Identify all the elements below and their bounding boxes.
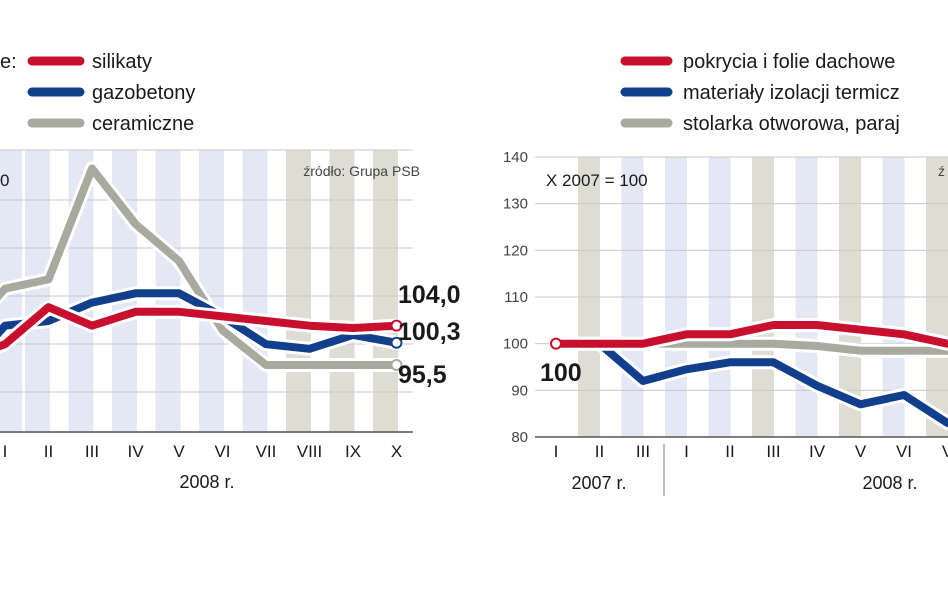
end-dot-left-gray xyxy=(390,358,403,371)
y-tick-right-2: 100 xyxy=(503,336,528,353)
x-tick-right-3: I xyxy=(684,442,689,461)
x-tick-right-8: VI xyxy=(896,442,912,461)
end-label-left-2: 95,5 xyxy=(398,361,447,389)
year-label-right-0: 2007 r. xyxy=(571,473,626,493)
end-dot-left-red xyxy=(390,319,403,332)
legend-label-left-red: silikaty xyxy=(92,51,152,73)
band-left-0 xyxy=(25,150,50,432)
x-tick-left-7: VIII xyxy=(297,442,323,461)
y-tick-right-5: 130 xyxy=(503,196,528,213)
x-tick-right-0: I xyxy=(554,442,559,461)
x-tick-right-4: II xyxy=(725,442,734,461)
x-tick-right-1: II xyxy=(595,442,604,461)
series-line-left-red xyxy=(0,303,401,351)
y-tick-right-1: 90 xyxy=(511,382,528,399)
start-dot-right xyxy=(550,337,562,350)
start-label-right: 100 xyxy=(540,359,582,387)
band-left-7 xyxy=(329,150,355,432)
x-tick-left-2: III xyxy=(85,442,99,461)
legend-prefix-left: e: xyxy=(0,51,17,73)
x-tick-left-9: X xyxy=(391,442,402,461)
series-line-right-red xyxy=(552,321,948,348)
end-label-left-0: 104,0 xyxy=(398,281,461,309)
y-tick-right-6: 140 xyxy=(503,149,528,166)
x-tick-left-5: VI xyxy=(214,442,230,461)
legend-label-right-red: pokrycia i folie dachowe xyxy=(683,51,895,73)
band-left-6 xyxy=(286,150,311,432)
source-right: ź xyxy=(938,163,945,179)
source-left: źródło: Grupa PSB xyxy=(303,163,420,179)
x-tick-left-0: I xyxy=(3,442,8,461)
x-tick-left-4: V xyxy=(173,442,185,461)
year-label-right-1: 2008 r. xyxy=(862,473,917,493)
x-tick-right-5: III xyxy=(766,442,780,461)
x-tick-right-7: V xyxy=(855,442,867,461)
y-tick-right-0: 80 xyxy=(511,429,528,446)
end-dot-left-blue xyxy=(390,336,403,349)
x-tick-right-2: III xyxy=(636,442,650,461)
band-left-8 xyxy=(373,150,398,432)
legend-label-left-blue: gazobetony xyxy=(92,82,195,104)
legend-label-right-gray: stolarka otworowa, paraj xyxy=(683,113,900,135)
year-label-left: 2008 r. xyxy=(179,472,234,492)
note-right: X 2007 = 100 xyxy=(546,171,648,190)
band-left-5 xyxy=(242,150,268,432)
y-tick-right-3: 110 xyxy=(504,289,528,306)
note-left: 0 xyxy=(0,171,9,190)
legend-label-left-gray: ceramiczne xyxy=(92,113,194,135)
y-tick-right-4: 120 xyxy=(503,242,528,259)
series-line-left-gray xyxy=(0,164,401,369)
x-tick-left-8: IX xyxy=(345,442,361,461)
x-tick-left-3: IV xyxy=(127,442,144,461)
x-tick-right-9: V xyxy=(942,442,948,461)
x-tick-right-6: IV xyxy=(809,442,826,461)
series-line-right-blue xyxy=(552,339,948,427)
end-label-left-1: 100,3 xyxy=(398,318,461,346)
x-tick-left-6: VII xyxy=(256,442,277,461)
x-tick-left-1: II xyxy=(44,442,53,461)
legend-label-right-blue: materiały izolacji termicz xyxy=(683,82,900,104)
